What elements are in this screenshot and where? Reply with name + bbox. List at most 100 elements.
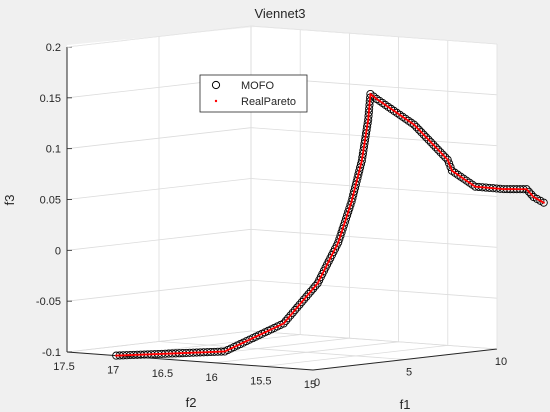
realpareto-point [189, 351, 192, 354]
realpareto-point [474, 185, 477, 188]
realpareto-point [386, 105, 390, 108]
realpareto-point [303, 297, 306, 300]
realpareto-point [329, 255, 333, 258]
mofo-point [306, 287, 315, 296]
realpareto-point [478, 185, 481, 189]
realpareto-point [283, 320, 287, 324]
realpareto-point [213, 350, 216, 353]
x-tick-label: 5 [406, 367, 412, 379]
realpareto-point [341, 226, 345, 229]
mofo-point [281, 316, 290, 325]
realpareto-point [359, 165, 362, 168]
realpareto-point [513, 188, 516, 191]
realpareto-point [236, 344, 239, 347]
realpareto-point [179, 352, 182, 355]
plot-background [67, 27, 497, 370]
legend-marker-mofo [211, 80, 221, 90]
realpareto-point [321, 271, 325, 274]
realpareto-point [219, 350, 222, 353]
x-axis-line [312, 348, 498, 371]
realpareto-point [322, 269, 325, 273]
realpareto-point [177, 352, 180, 355]
realpareto-point [428, 139, 431, 142]
realpareto-point [282, 322, 285, 325]
legend-box [199, 74, 308, 113]
realpareto-point [117, 354, 120, 357]
realpareto-point [316, 282, 319, 285]
realpareto-point [355, 179, 359, 182]
mofo-point [288, 308, 297, 317]
realpareto-point [239, 342, 242, 345]
realpareto-point [438, 149, 441, 153]
realpareto-point [169, 352, 172, 355]
realpareto-point [532, 195, 535, 199]
realpareto-point [431, 142, 434, 145]
realpareto-point [519, 188, 522, 191]
realpareto-point [203, 351, 206, 354]
realpareto-point [343, 222, 346, 226]
realpareto-point [135, 353, 138, 356]
mofo-point [286, 311, 295, 320]
realpareto-point [517, 188, 520, 191]
realpareto-point [228, 347, 232, 351]
realpareto-point [151, 353, 154, 356]
mofo-point [424, 135, 433, 144]
realpareto-point [476, 185, 479, 188]
z-tick-label: 0.2 [46, 42, 61, 54]
y-tick-label: 16.5 [152, 368, 173, 380]
realpareto-point [496, 187, 499, 190]
mofo-point [445, 159, 454, 168]
realpareto-point [515, 188, 518, 191]
realpareto-point [398, 113, 401, 116]
realpareto-point [257, 334, 260, 337]
realpareto-point [440, 152, 444, 156]
mofo-point [293, 303, 302, 312]
realpareto-point [486, 186, 489, 189]
realpareto-point [268, 329, 271, 332]
mofo-point [419, 130, 428, 139]
realpareto-point [145, 353, 148, 356]
realpareto-point [391, 109, 395, 112]
realpareto-point [183, 351, 186, 355]
realpareto-point [367, 118, 370, 121]
realpareto-point [365, 126, 369, 129]
realpareto-point [450, 167, 453, 171]
realpareto-point [366, 124, 369, 127]
realpareto-point [361, 151, 365, 155]
mofo-point [302, 292, 311, 301]
realpareto-point [534, 196, 537, 200]
realpareto-point [329, 257, 332, 260]
realpareto-point [459, 175, 462, 178]
realpareto-point [464, 178, 467, 181]
realpareto-point [337, 239, 340, 242]
realpareto-point [199, 351, 202, 354]
realpareto-point [340, 232, 343, 235]
realpareto-point [181, 351, 184, 355]
realpareto-point [490, 186, 493, 190]
realpareto-point [469, 182, 472, 185]
realpareto-point [163, 352, 166, 355]
realpareto-point [341, 228, 344, 231]
z-tick-label: 0.15 [40, 93, 61, 105]
realpareto-point [443, 155, 446, 158]
realpareto-point [374, 96, 377, 99]
realpareto-point [349, 202, 353, 205]
realpareto-point [255, 335, 258, 338]
realpareto-point [540, 200, 544, 203]
realpareto-point [362, 149, 365, 153]
data-marks [112, 89, 548, 360]
realpareto-point [253, 335, 257, 339]
realpareto-point [252, 336, 255, 339]
realpareto-point [502, 188, 505, 191]
mofo-point [412, 123, 421, 132]
mofo-point [446, 163, 455, 172]
realpareto-point [353, 186, 357, 190]
realpareto-point [318, 278, 321, 281]
realpareto-point [396, 112, 399, 115]
grid-line-x [158, 341, 406, 360]
realpareto-point [123, 354, 126, 357]
realpareto-point [380, 101, 383, 104]
realpareto-point [245, 340, 248, 343]
realpareto-point [415, 126, 419, 129]
realpareto-point [404, 118, 408, 121]
